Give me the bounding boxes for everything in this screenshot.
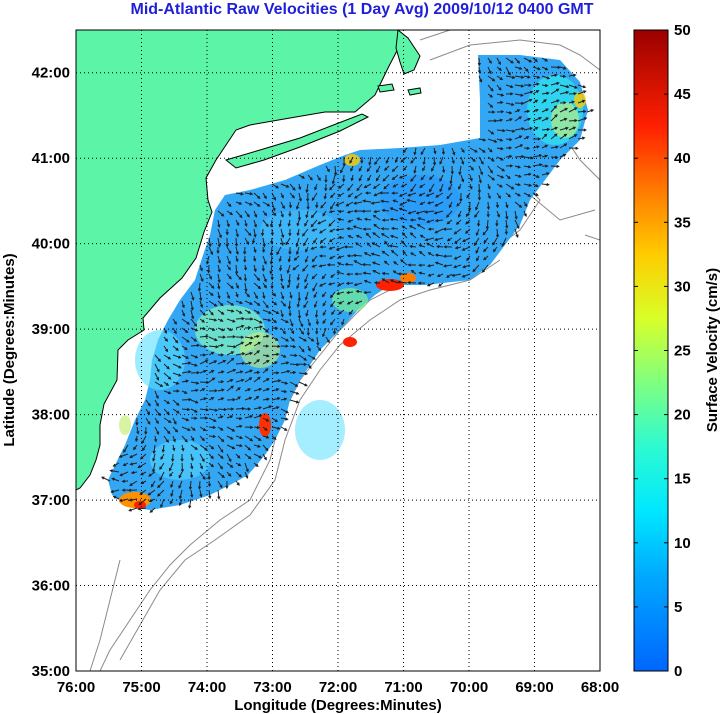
x-tick-labels: 76:00 75:00 74:00 73:00 72:00 71:00 70:00 69:00… <box>57 679 619 696</box>
y-tick-label: 35:00 <box>32 663 70 680</box>
colorbar-tick-label: 5 <box>674 599 682 616</box>
colorbar-tick-label: 15 <box>674 471 691 488</box>
y-tick-label: 37:00 <box>32 492 70 509</box>
chart-title: Mid-Atlantic Raw Velocities (1 Day Avg) … <box>130 1 594 18</box>
y-tick-label: 38:00 <box>32 407 70 424</box>
colorbar-tick-label: 25 <box>674 343 691 360</box>
colorbar-tick-label: 10 <box>674 535 691 552</box>
island-marthas-vineyard <box>377 83 395 93</box>
y-tick-label: 36:00 <box>32 578 70 595</box>
y-tick-label: 40:00 <box>32 236 70 253</box>
y-tick-label: 39:00 <box>32 321 70 338</box>
x-tick-label: 68:00 <box>581 679 619 696</box>
cape-cod <box>395 30 421 75</box>
x-tick-label: 69:00 <box>515 679 553 696</box>
x-tick-label: 74:00 <box>188 679 226 696</box>
colorbar-tick-label: 50 <box>674 22 691 39</box>
long-island <box>224 113 370 169</box>
x-tick-label: 75:00 <box>122 679 160 696</box>
colorbar-label: Surface Velocity (cm/s) <box>704 268 721 432</box>
x-tick-label: 72:00 <box>319 679 357 696</box>
x-axis-label: Longitude (Degrees:Minutes) <box>234 697 442 714</box>
colorbar <box>633 29 669 672</box>
y-tick-labels: 42:00 41:00 40:00 39:00 38:00 37:00 36:00 35:00 <box>32 65 70 680</box>
velocity-vectors <box>101 57 595 513</box>
y-axis-label: Latitude (Degrees:Minutes) <box>1 253 18 446</box>
map-frame <box>75 29 601 672</box>
y-tick-label: 42:00 <box>32 65 70 82</box>
colorbar-tick-label: 20 <box>674 407 691 424</box>
colorbar-tick-label: 30 <box>674 278 691 295</box>
x-tick-label: 73:00 <box>253 679 291 696</box>
island-nantucket <box>407 87 422 96</box>
colorbar-tick-label: 0 <box>674 663 682 680</box>
colorbar-tick-label: 35 <box>674 214 691 231</box>
y-tick-label: 41:00 <box>32 150 70 167</box>
map-grid <box>76 30 600 671</box>
colorbar-tick-label: 45 <box>674 86 691 103</box>
x-tick-label: 76:00 <box>57 679 95 696</box>
colorbar-tick-label: 40 <box>674 150 691 167</box>
x-tick-label: 70:00 <box>450 679 488 696</box>
land-mass <box>76 30 401 491</box>
x-tick-label: 71:00 <box>384 679 422 696</box>
